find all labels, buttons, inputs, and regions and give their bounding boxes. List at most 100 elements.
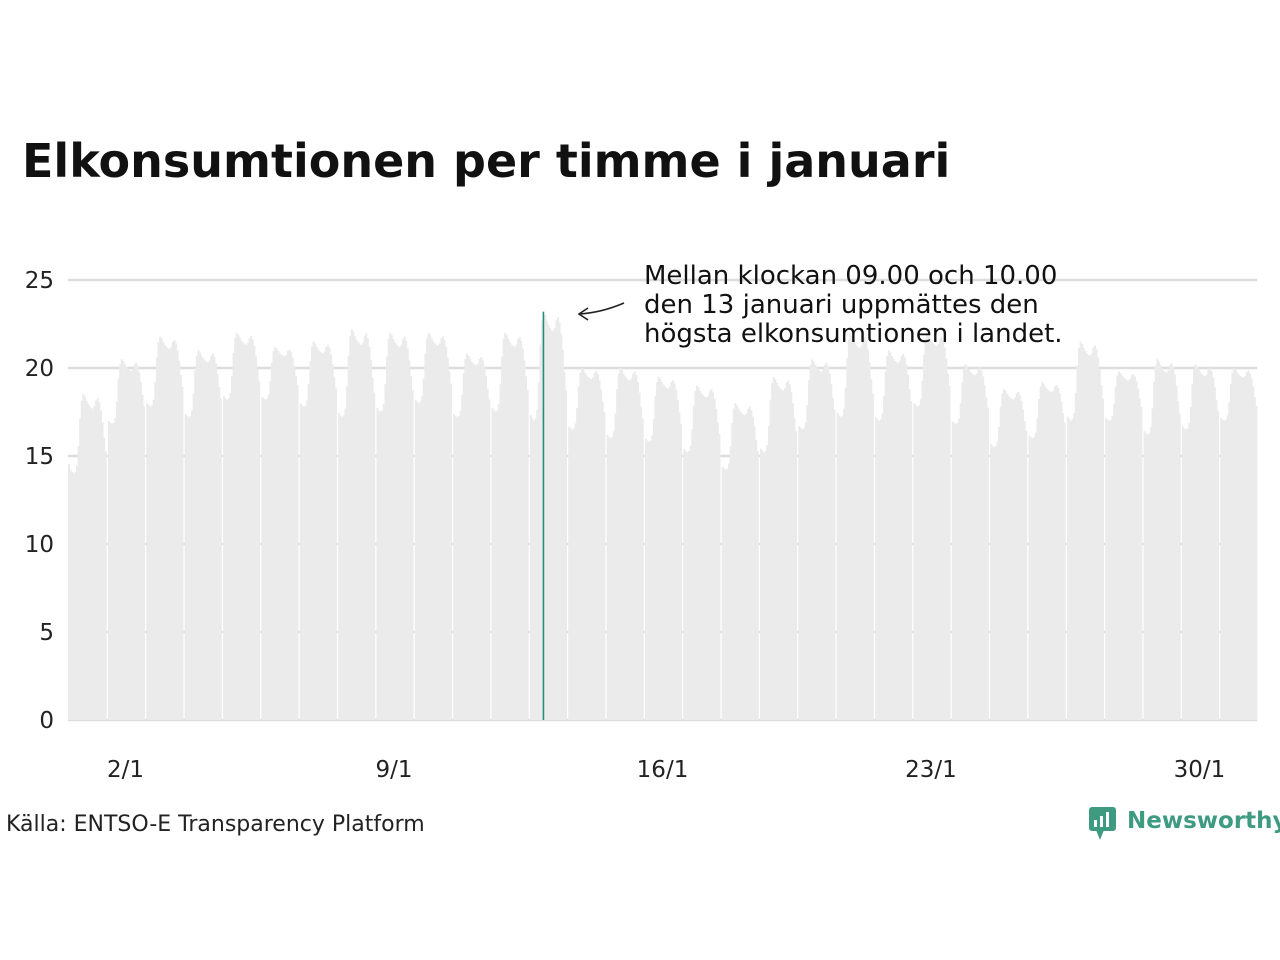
bar-hour [80,400,83,720]
bar-hour [787,380,790,720]
bar-hour [285,354,288,720]
bar-hour [876,419,879,720]
bar-hour [708,390,711,720]
bar-hour [283,356,286,720]
bar-hour [128,370,131,720]
bar-hour [926,332,929,720]
bar-hour [948,386,951,720]
bar-hour [1095,349,1098,720]
bar-hour [122,361,125,720]
bar-hour [998,426,1001,720]
bar-hour [1090,353,1093,720]
bar-hour [112,423,115,720]
bar-hour [1220,418,1223,720]
bar-hour [855,345,858,720]
newsworthy-logo: Newsworthy [1089,807,1280,840]
annotation-line-1: Mellan klockan 09.00 och 10.00 [644,261,1057,291]
bar-hour [133,364,136,720]
bar-hour [1188,423,1191,720]
bar-hour [822,369,825,720]
bar-hour [790,391,793,720]
bar-hour [315,346,318,720]
bar-hour [398,347,401,720]
bar-hour [705,397,708,720]
bar-hour [424,353,427,720]
bar-hour [788,384,791,720]
bar-hour [624,376,627,720]
bar-hour [857,347,860,720]
annotation-arrow [578,302,625,315]
bar-hour [721,466,724,720]
bar-hour [357,342,360,720]
bar-hour [739,411,742,720]
bar-hour [664,386,667,720]
bar-hour [373,392,376,720]
bar-hour [549,328,552,720]
bar-hour [763,452,766,720]
bar-hour [806,404,809,720]
bar-hour [1100,385,1103,720]
bar-hour [609,438,612,720]
bar-hour [306,400,309,720]
bar-hour [167,348,170,720]
bar-hour [1014,397,1017,720]
bar-hour [1127,380,1130,720]
bar-hour [87,403,90,720]
bar-hour [636,382,639,720]
x-axis: 2/1 9/1 16/1 23/1 30/1 [107,757,1225,783]
newsworthy-logo-icon [1089,807,1116,840]
bar-hour [867,349,870,720]
bar-hour [534,418,537,720]
bar-hour [903,357,906,720]
bar-hour [1255,406,1258,720]
bar-hour [323,351,326,720]
bar-hour [1237,374,1240,720]
annotation-line-3: högsta elkonsumtionen i landet. [644,319,1063,349]
bar-hour [435,344,438,720]
bar-hour [181,387,184,720]
bar-hour [966,366,969,720]
bar-hour [961,382,964,720]
bar-hour [478,358,481,720]
bar-hour [905,364,908,720]
bar-hour [521,348,524,720]
bar-hour [761,450,764,720]
bar-hour [293,365,296,720]
bar-hour [163,344,166,720]
x-tick-label: 23/1 [905,757,957,783]
bar-hour [83,396,86,720]
bar-hour [819,371,822,720]
bar-hour [370,360,373,720]
bar-hour [942,340,945,720]
bar-hour [427,332,430,720]
bar-hour [409,376,412,720]
bar-hour [402,339,405,720]
highlight-layer [542,311,545,720]
bar-hour [700,393,703,720]
bar-hour [558,322,561,720]
bar-hour [1108,420,1111,720]
bar-hour [310,346,313,720]
bar-hour [745,413,748,720]
bar-hour [547,324,550,720]
bar-hour [807,380,810,720]
bar-hour [958,418,961,720]
bar-hour [486,388,489,720]
bar-hour [136,365,139,720]
bar-hour [438,343,441,720]
bar-hour [1023,421,1026,720]
x-tick-label: 9/1 [376,757,413,783]
bar-hour [929,338,932,720]
bar-hour [272,351,275,720]
bar-hour [245,344,248,720]
bar-hour [1215,400,1218,720]
bar-hour [712,392,715,720]
bar-hour [223,396,226,720]
bar-hour [1028,435,1031,720]
bar-hour [593,372,596,720]
bar-hour [256,369,259,720]
bar-hour [728,463,731,720]
bar-hour [779,388,782,720]
bar-hour [470,361,473,720]
bar-hour [962,369,965,720]
